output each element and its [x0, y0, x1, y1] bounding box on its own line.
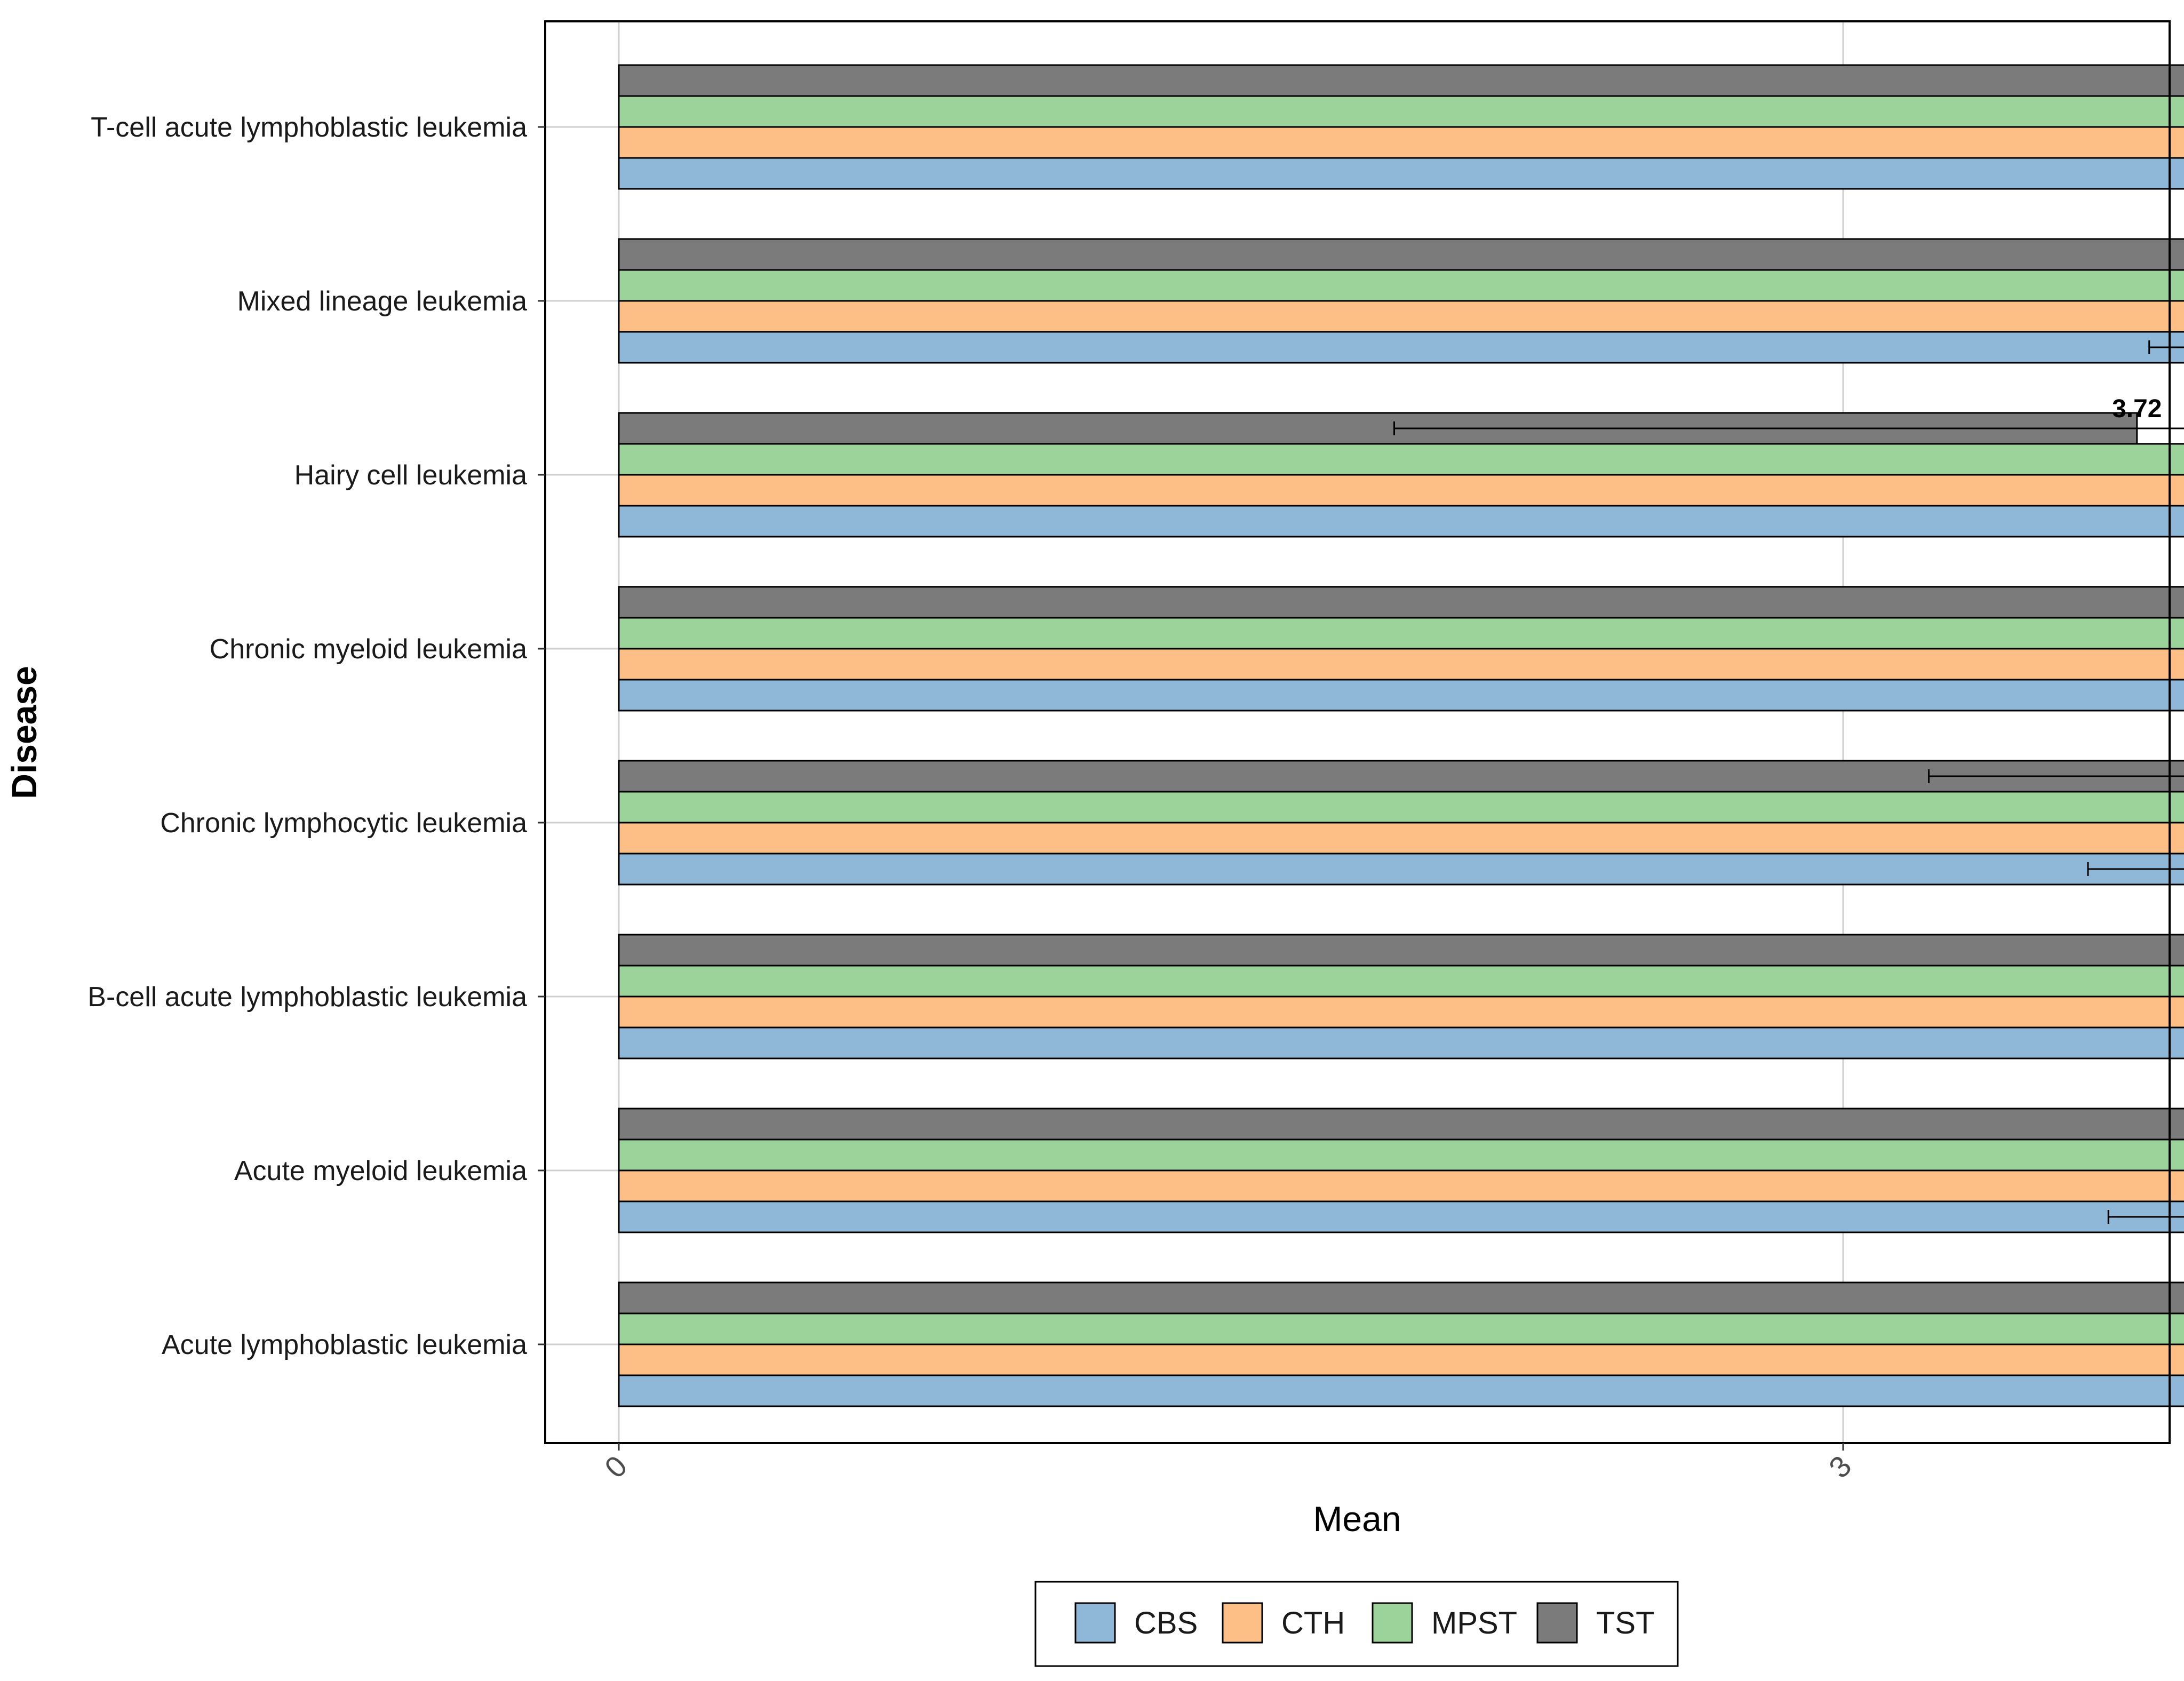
- bar-cth: [618, 995, 2184, 1029]
- bar-mpst: [618, 269, 2184, 302]
- bar-cbs: [618, 505, 2184, 538]
- y-tick-label: Acute myeloid leukemia: [234, 1156, 527, 1186]
- legend-swatch-cth: [1222, 1602, 1263, 1644]
- data-labels: 5.035.219.388.484.616.209.589.264.825.21…: [2112, 395, 2162, 423]
- legend: CBS CTH MPST TST: [1034, 1581, 1679, 1667]
- y-tick-label: Chronic lymphocytic leukemia: [160, 808, 527, 839]
- legend-label-cth: CTH: [1281, 1606, 1345, 1640]
- data-label-tst: 3.72: [2112, 395, 2162, 423]
- bar-cbs: [618, 1374, 2184, 1407]
- legend-swatch-cbs: [1074, 1602, 1116, 1644]
- bar-tst: [618, 586, 2184, 619]
- x-axis-title: Mean: [1313, 1499, 1401, 1539]
- bar-cth: [618, 300, 2184, 333]
- bar-cth: [618, 126, 2184, 159]
- error-bars: [1393, 340, 2184, 1224]
- bar-mpst: [618, 95, 2184, 128]
- legend-box: [1034, 1581, 1679, 1667]
- bar-mpst: [618, 1138, 2184, 1172]
- bar-cbs: [618, 331, 2184, 364]
- bars: [618, 64, 2184, 1407]
- legend-label-cbs: CBS: [1134, 1606, 1198, 1640]
- legend-label-tst: TST: [1596, 1606, 1655, 1640]
- bar-tst: [618, 1108, 2184, 1141]
- y-tick-label: B-cell acute lymphoblastic leukemia: [87, 982, 527, 1013]
- legend-label-mpst: MPST: [1431, 1606, 1517, 1640]
- bar-cth: [618, 1343, 2184, 1376]
- bar-cth: [618, 822, 2184, 855]
- y-tick-label: Chronic myeloid leukemia: [210, 634, 527, 665]
- bar-cbs: [618, 679, 2184, 712]
- y-tick-label: Acute lymphoblastic leukemia: [162, 1329, 527, 1360]
- plot-border: [544, 20, 2171, 1444]
- y-tick-label: T-cell acute lymphoblastic leukemia: [91, 112, 527, 143]
- legend-swatch-tst: [1536, 1602, 1578, 1644]
- bar-tst: [618, 760, 2184, 793]
- bar-mpst: [618, 965, 2184, 998]
- bar-cth: [618, 648, 2184, 681]
- bar-mpst: [618, 443, 2184, 476]
- bar-mpst: [618, 1312, 2184, 1345]
- y-axis-ticks: Acute lymphoblastic leukemia Acute myeloi…: [87, 112, 545, 1360]
- bar-tst: [618, 1281, 2184, 1314]
- bar-tst: [618, 238, 2184, 271]
- y-axis-title: Disease: [4, 666, 44, 799]
- bar-cbs: [618, 853, 2184, 886]
- legend-swatch-mpst: [1372, 1602, 1413, 1644]
- y-tick-label: Hairy cell leukemia: [294, 460, 527, 491]
- bar-mpst: [618, 617, 2184, 650]
- bar-cbs: [618, 1026, 2184, 1059]
- bar-tst: [618, 64, 2184, 97]
- bar-cbs: [618, 157, 2184, 190]
- bar-tst: [618, 934, 2184, 967]
- bar-mpst: [618, 791, 2184, 824]
- bar-cth: [618, 474, 2184, 507]
- bar-cbs: [618, 1200, 2184, 1233]
- y-tick-label: Mixed lineage leukemia: [237, 286, 527, 317]
- bar-cth: [618, 1169, 2184, 1202]
